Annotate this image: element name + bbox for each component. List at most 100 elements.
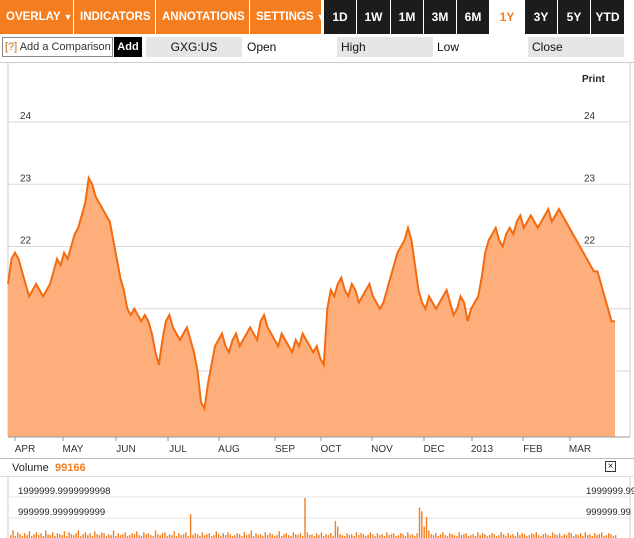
volume-bar — [428, 530, 430, 538]
volume-bar — [612, 536, 615, 538]
volume-bar — [587, 535, 589, 538]
settings-menu-button[interactable]: SETTINGS ▼ — [250, 0, 325, 34]
volume-bar — [584, 532, 586, 538]
volume-bar — [266, 535, 269, 538]
volume-chart-svg: 1999999.9999999998 1999999.99999999.99999… — [7, 477, 634, 538]
volume-bar — [421, 511, 423, 538]
volume-bar — [540, 536, 542, 538]
volume-bar — [523, 534, 526, 538]
volume-bar — [318, 535, 320, 538]
volume-bar — [31, 536, 33, 538]
volume-bar — [577, 535, 579, 538]
volume-bar — [495, 536, 498, 538]
volume-bar — [397, 535, 400, 538]
volume-bar — [330, 533, 332, 538]
volume-bar — [369, 532, 372, 538]
volume-bar — [444, 535, 446, 538]
volume-bar — [52, 532, 54, 538]
y-tick-label-right: 24 — [584, 111, 596, 122]
volume-bar — [554, 534, 556, 538]
volume-bar — [159, 535, 161, 538]
volume-bar — [512, 534, 514, 538]
volume-bar — [147, 533, 150, 538]
range-3m-button[interactable]: 3M — [424, 0, 456, 34]
range-5y-button[interactable]: 5Y — [558, 0, 590, 34]
volume-bar — [227, 532, 229, 538]
x-tick-label: NOV — [371, 444, 393, 455]
volume-bar — [594, 533, 596, 538]
volume-bar — [21, 536, 24, 538]
range-1m-button[interactable]: 1M — [391, 0, 423, 34]
volume-bar — [222, 533, 224, 538]
volume-bar — [561, 536, 563, 538]
volume-bar — [117, 533, 119, 538]
volume-bar — [89, 533, 91, 538]
annotations-menu-button[interactable]: ANNOTATIONS▼ — [156, 0, 257, 34]
volume-bar — [500, 532, 502, 538]
volume-bar — [432, 535, 435, 538]
volume-bar — [430, 534, 432, 538]
indicators-menu-label: INDICATORS — [80, 11, 151, 23]
volume-bar — [355, 532, 358, 538]
volume-bar — [460, 535, 463, 538]
volume-bar — [563, 534, 565, 538]
range-3y-button[interactable]: 3Y — [525, 0, 557, 34]
vol-tick-label-right: 999999.99 — [586, 507, 631, 518]
range-1d-button[interactable]: 1D — [324, 0, 356, 34]
volume-bar — [598, 534, 600, 538]
volume-bar — [138, 535, 140, 538]
volume-bar — [386, 532, 388, 538]
volume-bar — [255, 533, 257, 538]
x-tick-label: OCT — [320, 444, 341, 455]
symbol-label: GXG:US — [146, 37, 242, 57]
volume-bar — [521, 533, 523, 538]
volume-bar — [150, 535, 152, 538]
quote-bar: [?] Add a Comparison Add GXG:US Open Hig… — [0, 34, 634, 60]
volume-bar — [351, 534, 353, 538]
volume-bar — [372, 534, 374, 538]
volume-bar — [161, 533, 164, 538]
volume-bar — [192, 535, 194, 538]
volume-bar — [367, 535, 369, 538]
volume-bar — [59, 534, 61, 538]
indicators-menu-button[interactable]: INDICATORS▼ — [74, 0, 162, 34]
print-link[interactable]: Print — [582, 74, 605, 85]
range-ytd-button[interactable]: YTD — [591, 0, 624, 34]
volume-bar — [601, 532, 603, 538]
volume-bar — [166, 536, 168, 538]
volume-bar — [234, 535, 236, 538]
volume-bar — [547, 535, 549, 538]
volume-bar — [306, 532, 309, 538]
volume-bar — [259, 534, 262, 538]
volume-bar — [379, 535, 381, 538]
volume-bar — [285, 533, 287, 538]
volume-bar — [189, 514, 192, 538]
volume-bar — [493, 534, 495, 538]
volume-bar — [119, 535, 122, 538]
volume-bar — [42, 536, 45, 538]
chevron-down-icon: ▼ — [63, 12, 73, 22]
volume-bar — [248, 534, 250, 538]
range-1w-button[interactable]: 1W — [357, 0, 390, 34]
range-1y-button[interactable]: 1Y — [490, 0, 524, 34]
high-label: High — [337, 37, 433, 57]
volume-bar — [17, 532, 19, 538]
range-6m-button[interactable]: 6M — [457, 0, 489, 34]
volume-bar — [596, 535, 598, 538]
volume-bar — [206, 534, 208, 538]
volume-bar — [12, 530, 14, 538]
volume-bar — [276, 535, 278, 538]
price-chart[interactable]: 20202121222223232424APRMAYJUNJULAUGSEPOC… — [0, 62, 634, 457]
volume-bar — [175, 536, 178, 538]
help-icon[interactable]: [?] — [5, 41, 18, 53]
y-tick-label-left: 23 — [20, 173, 32, 184]
volume-bar — [187, 536, 189, 538]
x-tick-label: AUG — [218, 444, 240, 455]
volume-bar — [82, 534, 84, 538]
overlay-menu-button[interactable]: OVERLAY ▼ — [0, 0, 73, 34]
volume-bar — [56, 533, 59, 538]
add-comparison-button[interactable]: Add — [114, 37, 142, 57]
volume-bar — [180, 535, 182, 538]
close-icon[interactable]: × — [605, 461, 616, 472]
comparison-input[interactable]: [?] Add a Comparison — [2, 37, 113, 57]
